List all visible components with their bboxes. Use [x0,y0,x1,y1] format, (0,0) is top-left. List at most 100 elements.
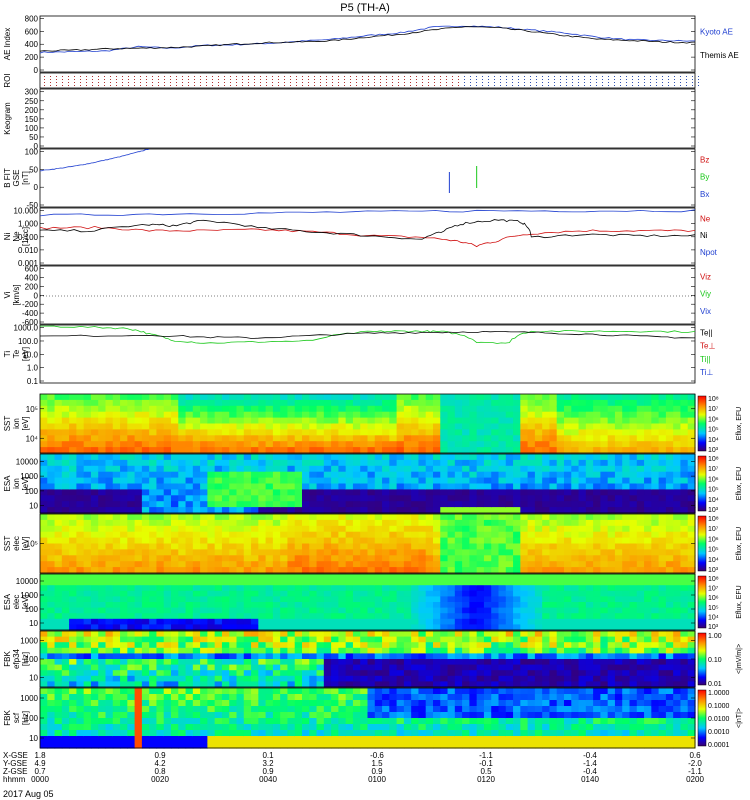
y-axis-label: SST [3,536,12,552]
y-tick-label: 1000.0 [14,324,39,333]
legend-entry: Ti|| [700,355,711,364]
y-axis-label: SST [3,416,12,432]
ephem-value: 0.6 [689,751,701,760]
colorbar-tick: 10⁶ [708,416,719,423]
y-axis-label: [eV] [21,476,30,490]
colorbar-tick: 10⁷ [708,526,719,533]
colorbar-tick: 10⁸ [708,396,719,403]
y-axis-label: elec [12,536,21,551]
y-axis-label: elec [12,595,21,610]
ephem-row-label: Y-GSE [3,759,27,768]
legend-entry: Viz [700,273,711,282]
y-tick-label: 1000 [20,636,38,645]
colorbar-tick: 10⁷ [708,406,719,413]
colorbar-tick: 10⁷ [708,586,719,593]
y-tick-label: 50 [29,165,38,174]
y-tick-label: 200 [25,106,39,115]
y-tick-label: -200 [22,300,39,309]
y-tick-label: 200 [25,53,39,62]
y-axis-label: FBK [3,651,12,667]
colorbar [697,395,707,452]
colorbar [697,632,707,686]
colorbar-tick: 10⁴ [708,437,719,444]
legend-entry: Vix [700,307,711,316]
colorbar [697,689,707,747]
y-tick-label: -50 [26,201,38,210]
colorbar-tick: 0.0010 [708,729,730,736]
ephem-value: 3.2 [262,759,274,768]
y-tick-label: 1.0 [27,364,39,373]
y-tick-label: 0 [34,142,39,151]
y-axis-label: Keogram [3,102,12,135]
panel-frame [39,148,696,208]
ephem-value: 1.5 [371,759,383,768]
x-tick-label: 0000 [31,775,49,784]
y-axis-label: Ni [3,233,12,241]
y-tick-label: 250 [25,97,39,106]
colorbar-tick: 0.1000 [708,703,730,710]
series-npot [39,209,696,217]
series-ni [39,219,696,240]
y-tick-label: 10.000 [14,207,39,216]
legend-entry: Ne [700,214,711,223]
y-axis-label: [eV] [21,347,30,361]
colorbar-tick: 10⁴ [708,557,719,564]
colorbar-tick: 10⁵ [708,605,719,612]
y-axis-label: GSE [12,170,21,187]
y-tick-label: 100 [25,714,39,723]
y-axis-label: Ne [12,231,21,242]
panel-roi: ROI [3,72,696,89]
colorbar-tick: 0.10 [708,657,722,664]
legend-entry: Viy [700,290,711,299]
ephem-row-label: Z-GSE [3,767,27,776]
colorbar-tick: 1.0000 [708,690,730,697]
y-tick-label: 150 [25,115,39,124]
y-tick-label: 0 [34,291,39,300]
footer-date: 2017 Aug 05 [3,789,54,799]
ephem-value: 0.9 [262,767,274,776]
ephem-value: 0.1 [262,751,274,760]
colorbar-tick: 10⁸ [708,516,719,523]
colorbar-tick: 1.00 [708,633,722,640]
colorbar-tick: 10⁶ [708,476,719,483]
y-tick-label: 10⁵ [26,540,38,549]
panel-fbk-e: 10 100 1000 FBK efp34 [Hz] 0.01 0.10 1.00 <|mV/m|… [3,630,743,688]
panel-frame [39,15,696,73]
y-axis-label: Ti [3,351,12,358]
legend-entry: Ti⊥ [700,368,713,377]
colorbar-tick: 10⁵ [708,427,719,434]
y-tick-label: 1.000 [18,220,39,229]
y-tick-label: 10 [29,734,38,743]
colorbar-tick: 10⁷ [708,466,719,473]
legend-entry: Kyoto AE [700,28,733,37]
y-axis-label: ROI [3,73,12,87]
y-axis-label: Te [12,349,21,358]
ephem-value: -0.4 [583,751,597,760]
y-axis-label: ion [12,478,21,489]
panel-esa-elec: 10 100 1000 10000 ESA elec [eV] 10³ 10⁴ 10⁵ 10⁶ 10⁷… [3,573,743,631]
ephem-value: -1.1 [479,751,493,760]
legend-entry: Ni [700,231,708,240]
ephemeris-footer: X-GSE 1.8 0.9 0.1 -0.6 -1.1 -0.4 0.6 Y-GSE 4.9 4.2… [3,751,704,784]
x-tick-label: hhmm [3,775,26,784]
roi-dots [44,76,699,86]
y-tick-label: 0 [34,183,39,192]
colorbar [697,575,707,629]
panel-bfield: -50 0 50 100 B FIT GSE [nT] Bz By Bx [3,148,709,210]
y-tick-label: -400 [22,309,39,318]
y-tick-label: 600 [25,265,39,274]
series-themis-ae [39,26,696,52]
y-axis-label: FBK [3,710,12,726]
ephem-value: 0.5 [480,767,492,776]
colorbar-tick: 10³ [708,507,719,514]
spectrogram-sst-elec [40,514,696,574]
y-tick-label: 100 [25,487,39,496]
colorbar-label: Eflux, EFU [736,527,743,560]
y-tick-label: 0.010 [18,246,39,255]
y-axis-label: [1/cc] [21,227,30,246]
ephem-value: -0.4 [583,767,597,776]
y-tick-label: 0.001 [18,259,39,268]
ephem-value: 4.2 [154,759,166,768]
